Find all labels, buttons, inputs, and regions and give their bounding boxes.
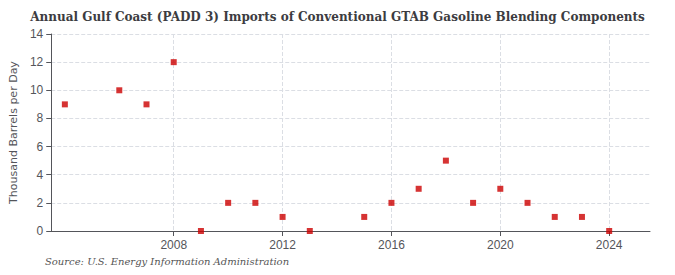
svg-text:0: 0 — [37, 224, 44, 238]
svg-text:2020: 2020 — [487, 238, 514, 252]
svg-text:2024: 2024 — [596, 238, 623, 252]
svg-text:Annual Gulf Coast (PADD 3) Imp: Annual Gulf Coast (PADD 3) Imports of Co… — [29, 10, 645, 24]
svg-text:Thousand Barrels per Day: Thousand Barrels per Day — [7, 61, 20, 205]
svg-text:Source: U.S. Energy Informatio: Source: U.S. Energy Information Administ… — [45, 256, 289, 267]
svg-text:14: 14 — [30, 27, 44, 41]
svg-text:2016: 2016 — [378, 238, 405, 252]
svg-text:2: 2 — [37, 196, 44, 210]
svg-text:10: 10 — [30, 83, 44, 97]
svg-text:4: 4 — [37, 168, 44, 182]
svg-text:2012: 2012 — [269, 238, 296, 252]
svg-text:8: 8 — [37, 111, 44, 125]
svg-text:6: 6 — [37, 140, 44, 154]
svg-text:2008: 2008 — [160, 238, 187, 252]
svg-text:12: 12 — [30, 55, 44, 69]
